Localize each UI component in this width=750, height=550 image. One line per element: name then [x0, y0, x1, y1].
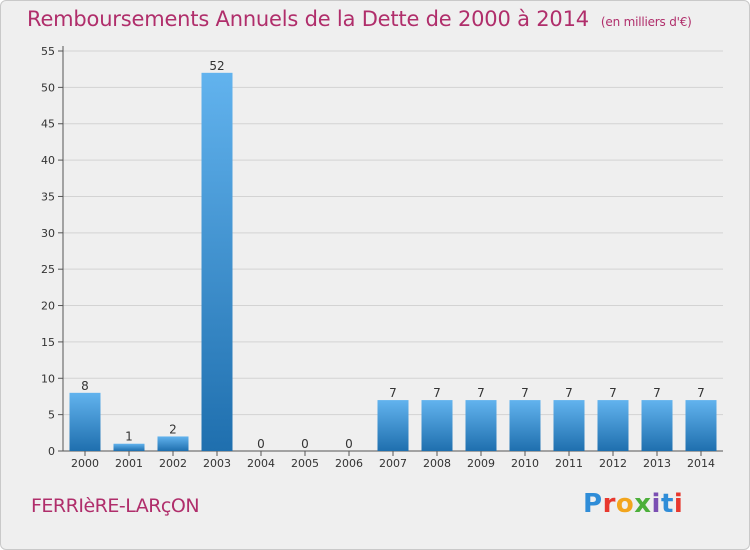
- bar-value-label: 8: [81, 379, 89, 393]
- x-tick-label: 2013: [643, 457, 671, 470]
- commune-name: FERRIèRE-LARçON: [31, 495, 200, 517]
- y-tick-label: 5: [48, 409, 55, 422]
- bar-value-label: 0: [345, 437, 353, 451]
- y-tick-label: 10: [41, 372, 55, 385]
- bar-value-label: 7: [389, 386, 397, 400]
- bar-value-label: 7: [697, 386, 705, 400]
- bar: [465, 400, 497, 451]
- proxiti-logo: Proxiti: [583, 489, 683, 519]
- y-tick-label: 15: [41, 336, 55, 349]
- bar: [201, 72, 233, 452]
- y-tick-label: 45: [41, 118, 55, 131]
- y-tick-label: 20: [41, 300, 55, 313]
- logo-letter: r: [602, 489, 616, 519]
- x-tick-label: 2011: [555, 457, 583, 470]
- logo-letter: P: [583, 489, 603, 519]
- y-tick-label: 35: [41, 190, 55, 203]
- bar-value-label: 1: [125, 430, 133, 444]
- title-text: Remboursements Annuels de la Dette de 20…: [27, 7, 589, 31]
- bar-value-label: 2: [169, 422, 177, 436]
- bar: [641, 400, 673, 451]
- y-tick-label: 40: [41, 154, 55, 167]
- bar-value-label: 52: [209, 59, 224, 73]
- chart-title: Remboursements Annuels de la Dette de 20…: [27, 7, 692, 31]
- bar-value-label: 7: [565, 386, 573, 400]
- logo-letter: o: [615, 489, 635, 519]
- bar: [69, 392, 101, 451]
- x-tick-label: 2004: [247, 457, 275, 470]
- bar-value-label: 7: [609, 386, 617, 400]
- logo-letter: x: [634, 489, 652, 519]
- logo-letter: i: [673, 489, 684, 519]
- y-tick-label: 25: [41, 263, 55, 276]
- x-tick-label: 2002: [159, 457, 187, 470]
- x-tick-label: 2008: [423, 457, 451, 470]
- logo-letter: t: [660, 489, 674, 519]
- x-tick-label: 2009: [467, 457, 495, 470]
- bar-value-label: 7: [477, 386, 485, 400]
- bar-value-label: 0: [257, 437, 265, 451]
- x-tick-label: 2014: [687, 457, 715, 470]
- bar: [157, 436, 189, 451]
- bar-value-label: 7: [521, 386, 529, 400]
- unit-label: (en milliers d'€): [600, 15, 692, 29]
- bar-value-label: 7: [433, 386, 441, 400]
- x-tick-label: 2003: [203, 457, 231, 470]
- x-tick-label: 2012: [599, 457, 627, 470]
- y-tick-label: 30: [41, 227, 55, 240]
- x-tick-label: 2006: [335, 457, 363, 470]
- logo-letter: i: [651, 489, 661, 519]
- x-tick-label: 2007: [379, 457, 407, 470]
- bar: [553, 400, 585, 451]
- bar: [377, 400, 409, 451]
- y-tick-label: 50: [41, 81, 55, 94]
- x-tick-label: 2010: [511, 457, 539, 470]
- y-tick-label: 0: [48, 445, 55, 458]
- bar: [685, 400, 717, 451]
- y-tick-label: 55: [41, 45, 55, 58]
- bar-value-label: 7: [653, 386, 661, 400]
- x-tick-label: 2005: [291, 457, 319, 470]
- bar-value-label: 0: [301, 437, 309, 451]
- bar: [509, 400, 541, 451]
- x-tick-label: 2001: [115, 457, 143, 470]
- bar: [421, 400, 453, 451]
- bar: [113, 443, 145, 451]
- bar: [597, 400, 629, 451]
- x-tick-label: 2000: [71, 457, 99, 470]
